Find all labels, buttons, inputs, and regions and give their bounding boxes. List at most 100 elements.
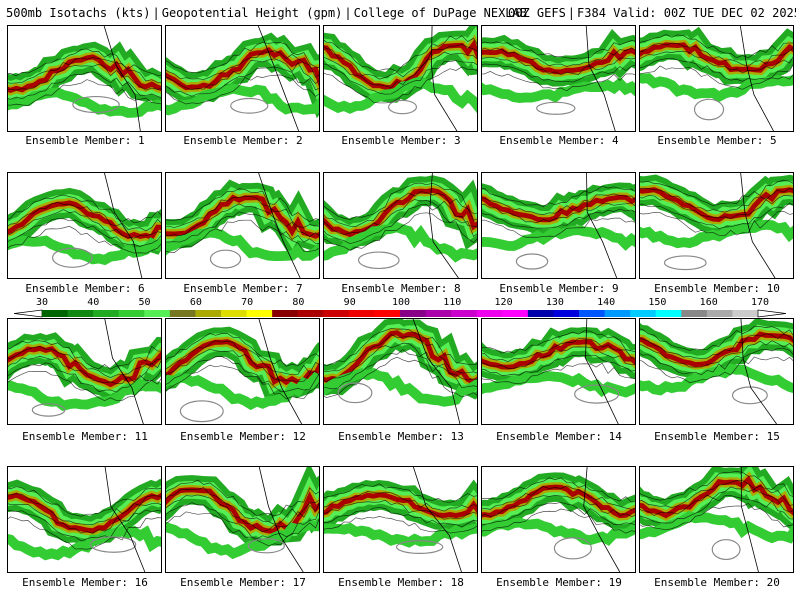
height-contour: [482, 338, 635, 363]
isotach-map: [482, 319, 635, 424]
coastline: [739, 26, 774, 131]
height-contour: [8, 202, 161, 232]
jet-stream-band: [8, 378, 161, 411]
height-contour: [8, 79, 161, 106]
height-contour: [482, 193, 635, 215]
jet-stream-band: [8, 200, 161, 241]
height-contour: [8, 57, 161, 84]
header-run: 00Z GEFS: [508, 6, 566, 20]
colorbar-label: 110: [443, 297, 462, 308]
ensemble-member-label: Ensemble Member: 6: [25, 282, 145, 295]
isotach-map: [324, 467, 477, 572]
ensemble-member-panel: [481, 172, 636, 279]
ensemble-member-label: Ensemble Member: 8: [341, 282, 461, 295]
height-contour: [166, 511, 319, 547]
ensemble-member-panel: [639, 172, 794, 279]
height-contour: [640, 187, 793, 213]
isotach-map: [8, 26, 161, 131]
jet-stream-band: [640, 363, 793, 396]
colorbar-label: 80: [292, 297, 305, 308]
coastline: [429, 173, 459, 278]
header-source: College of DuPage NEXLAB: [353, 6, 527, 20]
ensemble-member-panel: [7, 318, 162, 425]
jet-stream-band: [324, 222, 477, 263]
colorbar-swatch: [630, 310, 657, 317]
height-contour: [640, 340, 793, 368]
ensemble-member-panel: [165, 466, 320, 573]
height-contour: [8, 362, 161, 393]
colorbar-swatch: [604, 310, 631, 317]
height-contour: [324, 66, 477, 104]
height-contour: [324, 349, 477, 390]
colorbar-min-arrow: [14, 309, 43, 318]
isotach-map: [640, 319, 793, 424]
height-contour-loop: [179, 400, 224, 423]
height-contour: [324, 499, 477, 520]
height-contour: [482, 208, 635, 229]
height-contour: [324, 51, 477, 89]
height-contour-loop: [72, 95, 120, 114]
colorbar-swatch: [297, 310, 324, 317]
height-contour: [640, 502, 793, 531]
height-contour: [482, 354, 635, 376]
height-contour: [482, 63, 635, 83]
height-contour: [324, 356, 477, 398]
isotach-map: [8, 173, 161, 278]
height-contour: [8, 340, 161, 370]
height-contour: [640, 471, 793, 501]
coastline: [412, 319, 461, 424]
height-contour-loop: [247, 538, 285, 554]
ensemble-member-panel: [323, 466, 478, 573]
height-contour: [166, 348, 319, 383]
isotach-map: [482, 173, 635, 278]
height-contour-loop: [395, 540, 444, 554]
height-contour: [8, 346, 161, 378]
isotach-map: [166, 26, 319, 131]
coastline: [740, 319, 777, 424]
colorbar-swatch: [579, 310, 606, 317]
height-contour: [640, 50, 793, 74]
colorbar-swatch: [246, 310, 273, 317]
height-contour: [324, 44, 477, 80]
jet-stream-band: [640, 42, 793, 73]
height-contour-loop: [31, 403, 66, 417]
colorbar-swatch: [221, 310, 248, 317]
ensemble-member-label: Ensemble Member: 14: [496, 430, 622, 443]
height-contour: [482, 47, 635, 67]
colorbar-label: 160: [699, 297, 718, 308]
height-contour: [8, 225, 161, 254]
header-valid: F384 Valid: 00Z TUE DEC 02 2025: [577, 6, 796, 20]
colorbar-swatch: [706, 310, 733, 317]
coastline: [104, 319, 144, 424]
colorbar-max-arrow: [757, 309, 786, 318]
height-contour: [166, 356, 319, 392]
colorbar-swatch: [732, 310, 759, 317]
isotach-map: [640, 467, 793, 572]
ensemble-member-label: Ensemble Member: 1: [25, 134, 145, 147]
isotach-map: [8, 319, 161, 424]
ensemble-member-panel: [165, 318, 320, 425]
colorbar-label: 70: [241, 297, 254, 308]
map-header: 500mb Isotachs (kts) | Geopotential Height…: [6, 4, 796, 22]
jet-stream-band: [8, 492, 161, 534]
jet-stream-band: [640, 219, 793, 249]
header-field: 500mb Isotachs (kts): [6, 6, 151, 20]
jet-stream-band: [166, 83, 319, 116]
colorbar-swatch: [527, 310, 554, 317]
jet-stream-band: [8, 87, 161, 118]
height-contour: [640, 211, 793, 237]
height-contour: [324, 60, 477, 95]
height-contour-loop: [663, 255, 707, 271]
jet-stream-band: [324, 187, 477, 238]
height-contour-loop: [693, 98, 725, 121]
ensemble-member-label: Ensemble Member: 17: [180, 576, 306, 589]
height-contour: [166, 332, 319, 367]
height-contour: [640, 356, 793, 383]
colorbar-label: 150: [648, 297, 667, 308]
jet-stream-band: [640, 187, 793, 223]
ensemble-member-label: Ensemble Member: 12: [180, 430, 306, 443]
jet-stream-band: [324, 367, 477, 407]
coastline: [740, 467, 759, 572]
height-contour: [166, 211, 319, 244]
height-contour: [8, 516, 161, 550]
